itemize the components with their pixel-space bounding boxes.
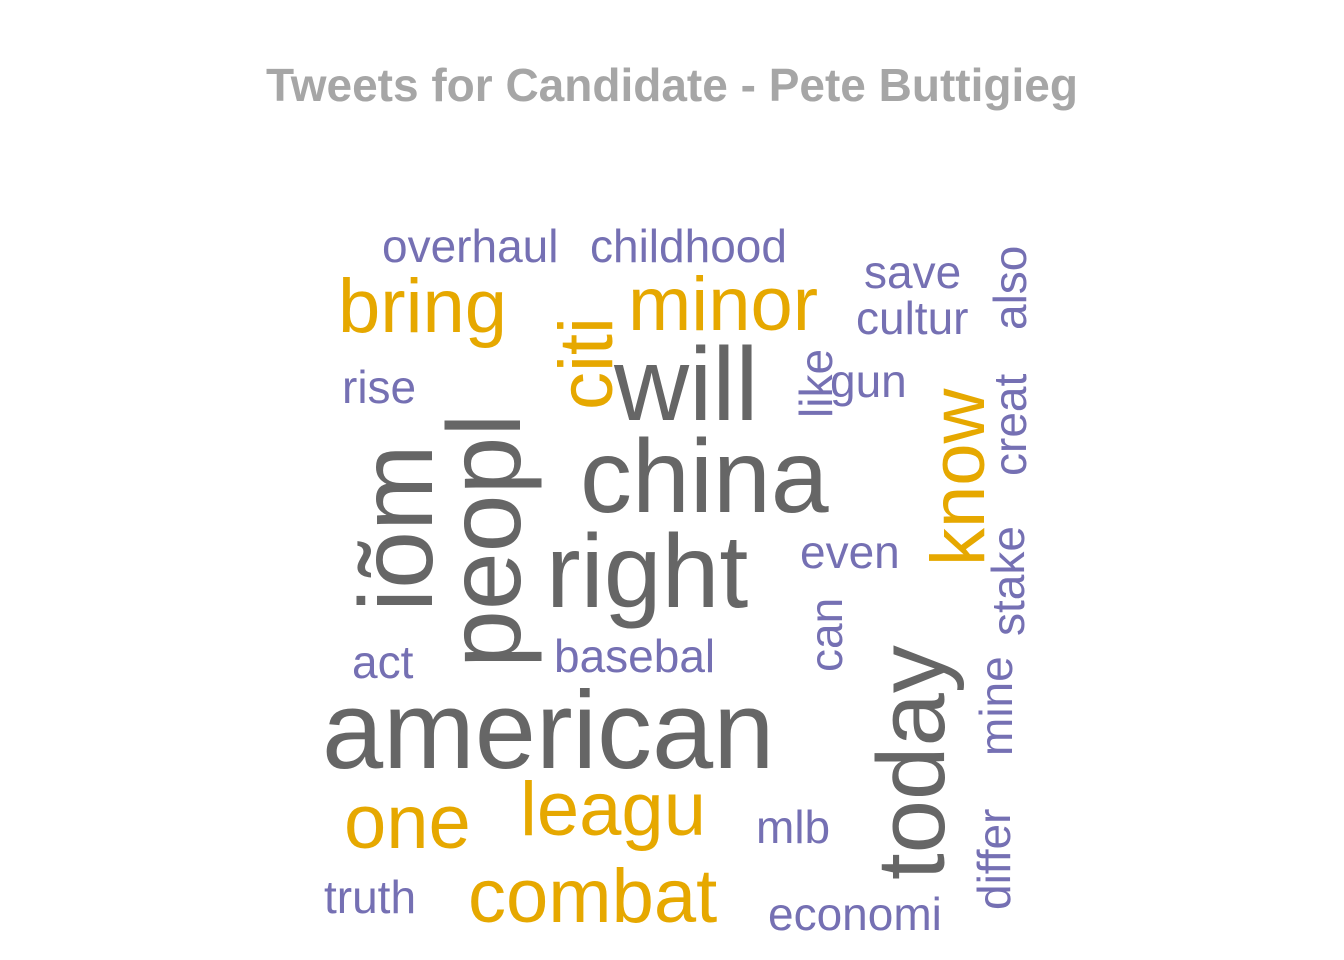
word-creat-22: creat [984, 374, 1036, 476]
word-also-18: also [984, 246, 1036, 330]
word-american-0: american [322, 669, 774, 792]
word-minor-8: minor [628, 262, 818, 347]
word-act-25: act [352, 636, 414, 688]
word-economi-32: economi [768, 888, 942, 940]
word-right-2: right [546, 514, 748, 630]
chart-title: Tweets for Candidate - Pete Buttigieg [266, 59, 1078, 111]
word-peopl-4: peopl [427, 414, 543, 668]
word-know-10: know [916, 387, 1001, 566]
word-bring-7: bring [338, 264, 507, 349]
word-overhaul-14: overhaul [382, 220, 558, 272]
word-leagu-12: leagu [520, 767, 706, 852]
word-china-1: china [580, 419, 829, 535]
word-one-11: one [344, 780, 471, 865]
word-gun-21: gun [830, 355, 907, 407]
word-differ-30: differ [968, 809, 1020, 910]
word-cultur-17: cultur [856, 292, 968, 344]
word-childhood-15: childhood [590, 220, 787, 272]
word-basebal-26: basebal [554, 630, 715, 682]
word-like-20: like [790, 349, 842, 418]
word-mlb-29: mlb [756, 801, 830, 853]
word-today-6: today [858, 645, 965, 880]
word-stake-24: stake [982, 526, 1034, 636]
word-can-27: can [800, 598, 852, 672]
word-mine-28: mine [970, 656, 1022, 756]
word-im-5: iõm [339, 444, 455, 612]
word-save-16: save [864, 246, 961, 298]
word-combat-13: combat [468, 854, 717, 939]
word-even-23: even [800, 526, 900, 578]
word-rise-19: rise [342, 361, 416, 413]
word-citi-9: citi [544, 317, 629, 410]
word-will-3: will [613, 327, 758, 443]
word-truth-31: truth [324, 871, 416, 923]
